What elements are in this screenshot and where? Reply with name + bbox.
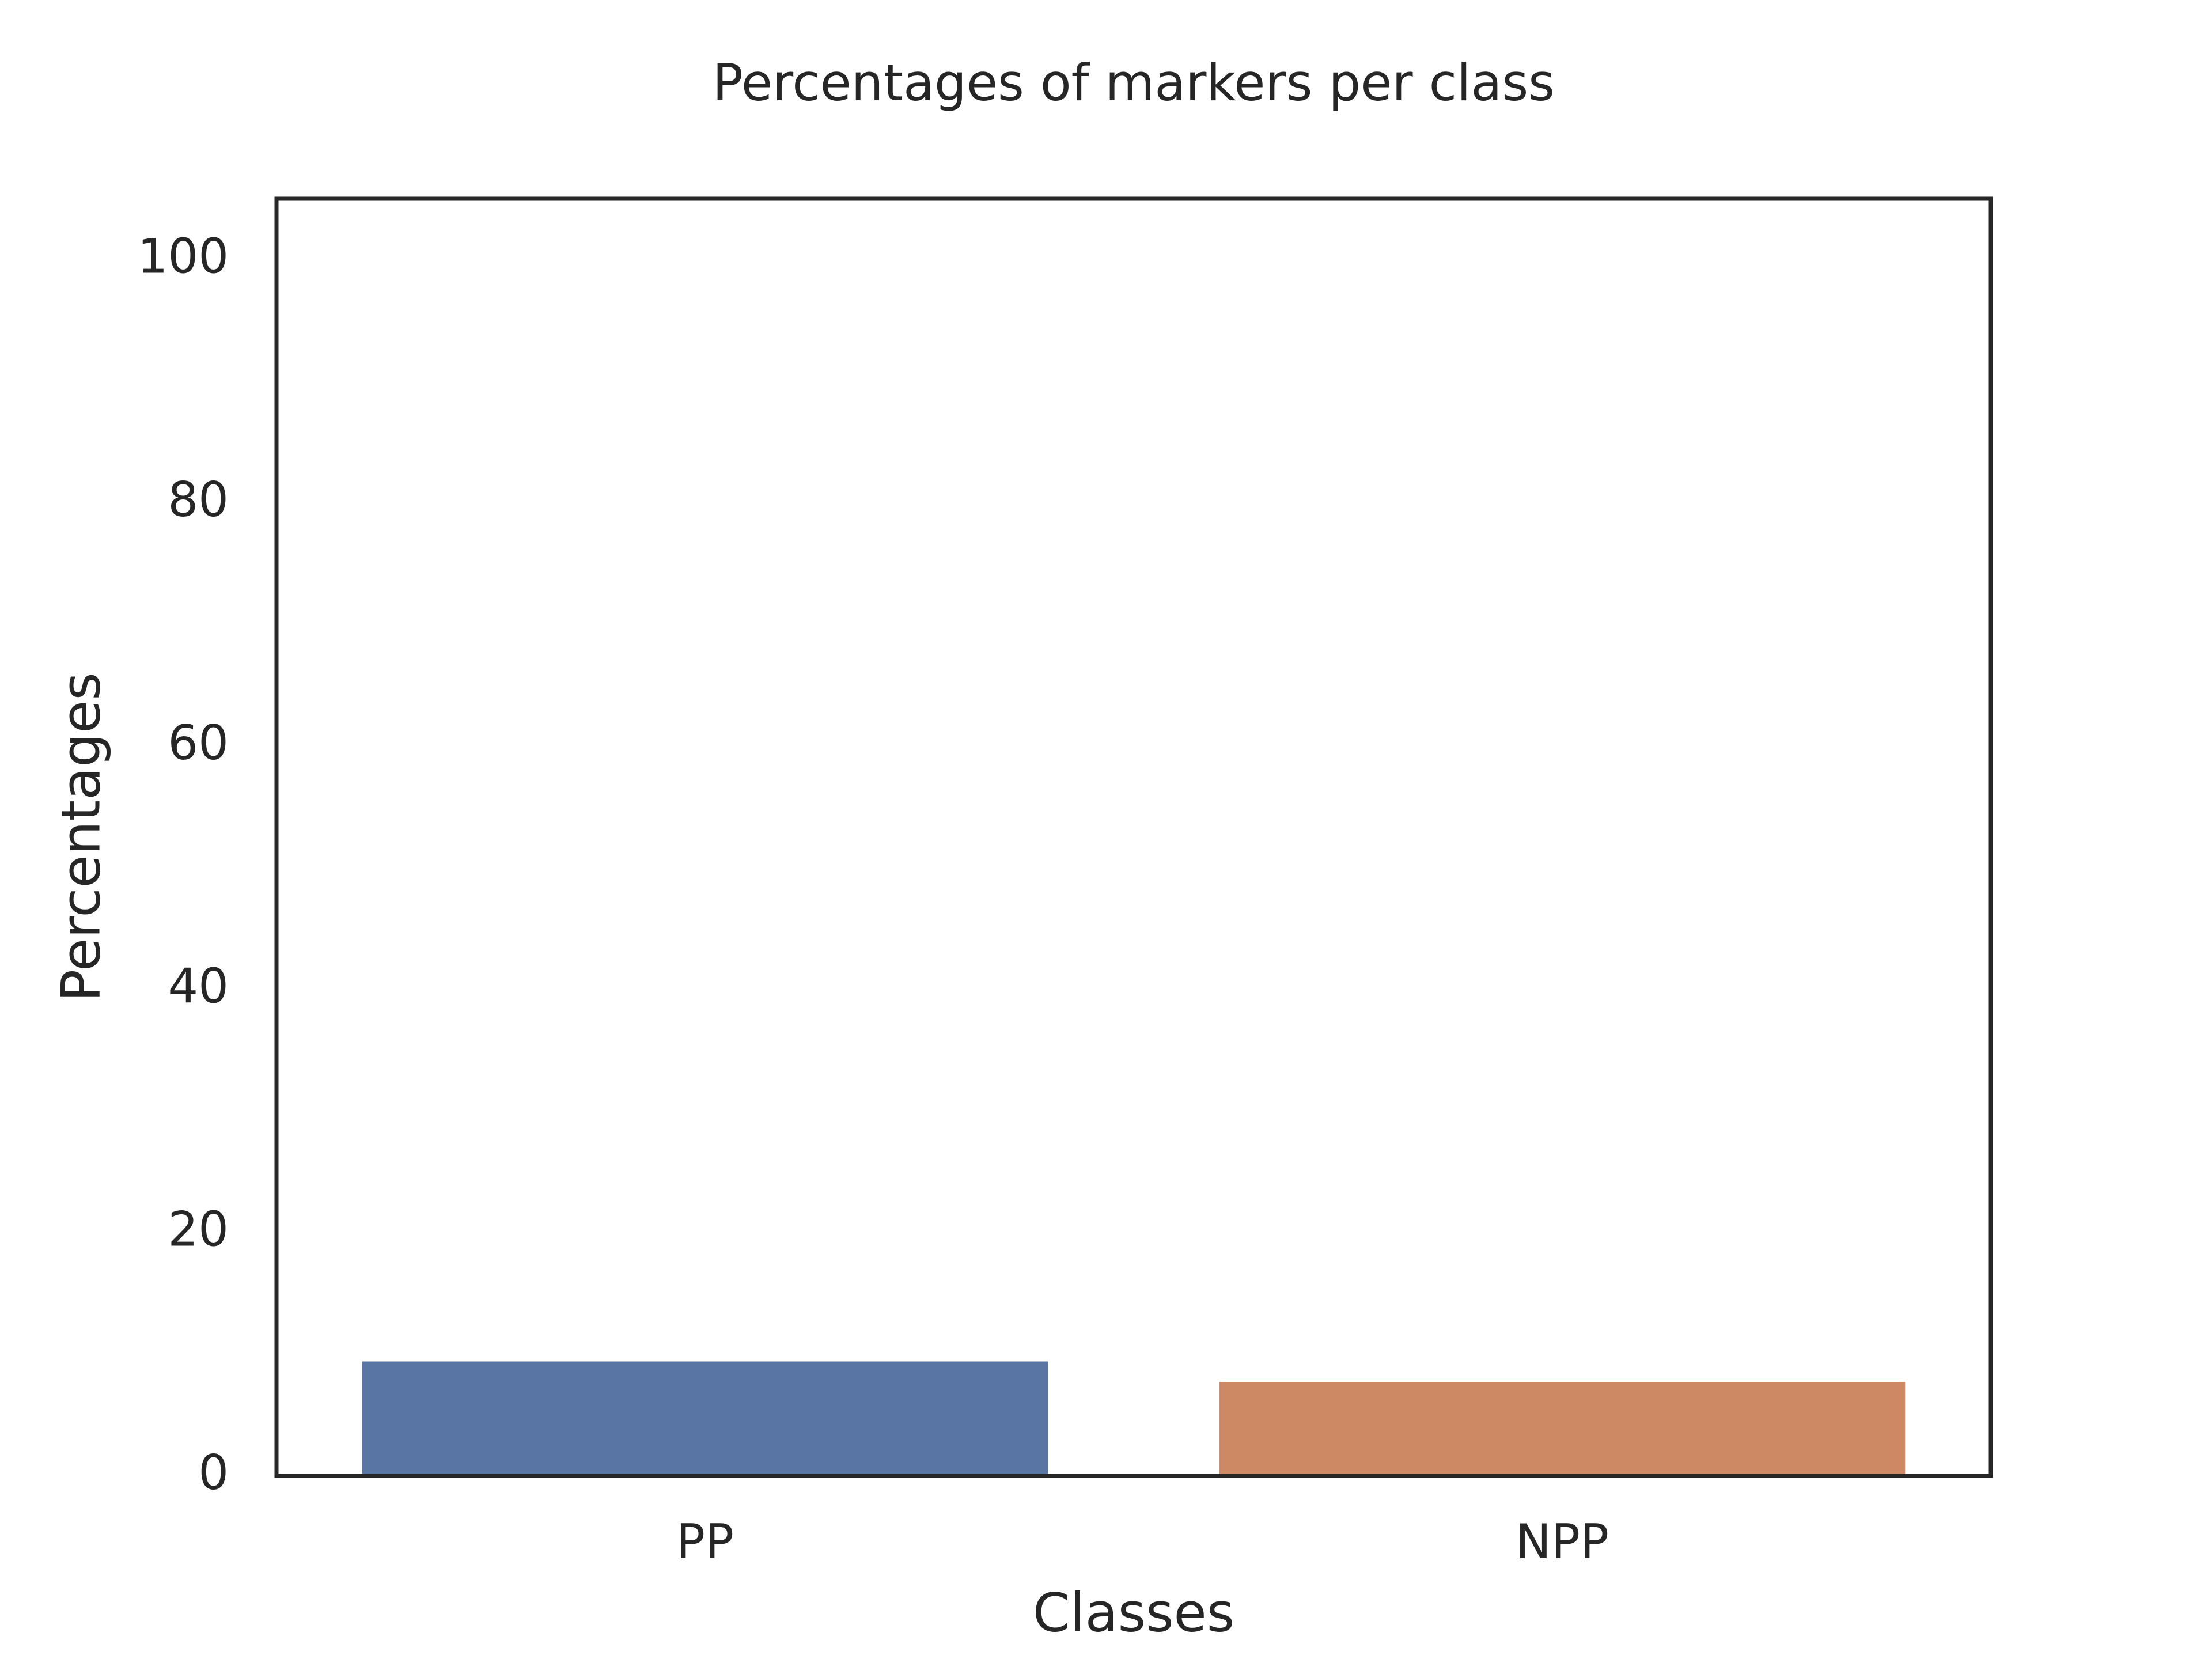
x-axis-label: Classes	[1033, 1581, 1234, 1643]
y-tick-label: 60	[168, 715, 229, 771]
y-tick-label: 40	[168, 958, 229, 1014]
y-tick-label: 100	[138, 229, 229, 285]
y-tick-label: 20	[168, 1202, 229, 1257]
y-tick-label: 80	[168, 472, 229, 528]
y-tick-label: 0	[198, 1445, 229, 1501]
bar	[1219, 1382, 1906, 1476]
y-axis-label: Percentages	[50, 672, 112, 1002]
plot-frame	[274, 196, 1993, 1478]
x-tick-label: PP	[676, 1514, 734, 1570]
bar	[362, 1361, 1048, 1476]
x-tick-label: NPP	[1516, 1514, 1609, 1570]
chart-title: Percentages of markers per class	[713, 53, 1555, 112]
